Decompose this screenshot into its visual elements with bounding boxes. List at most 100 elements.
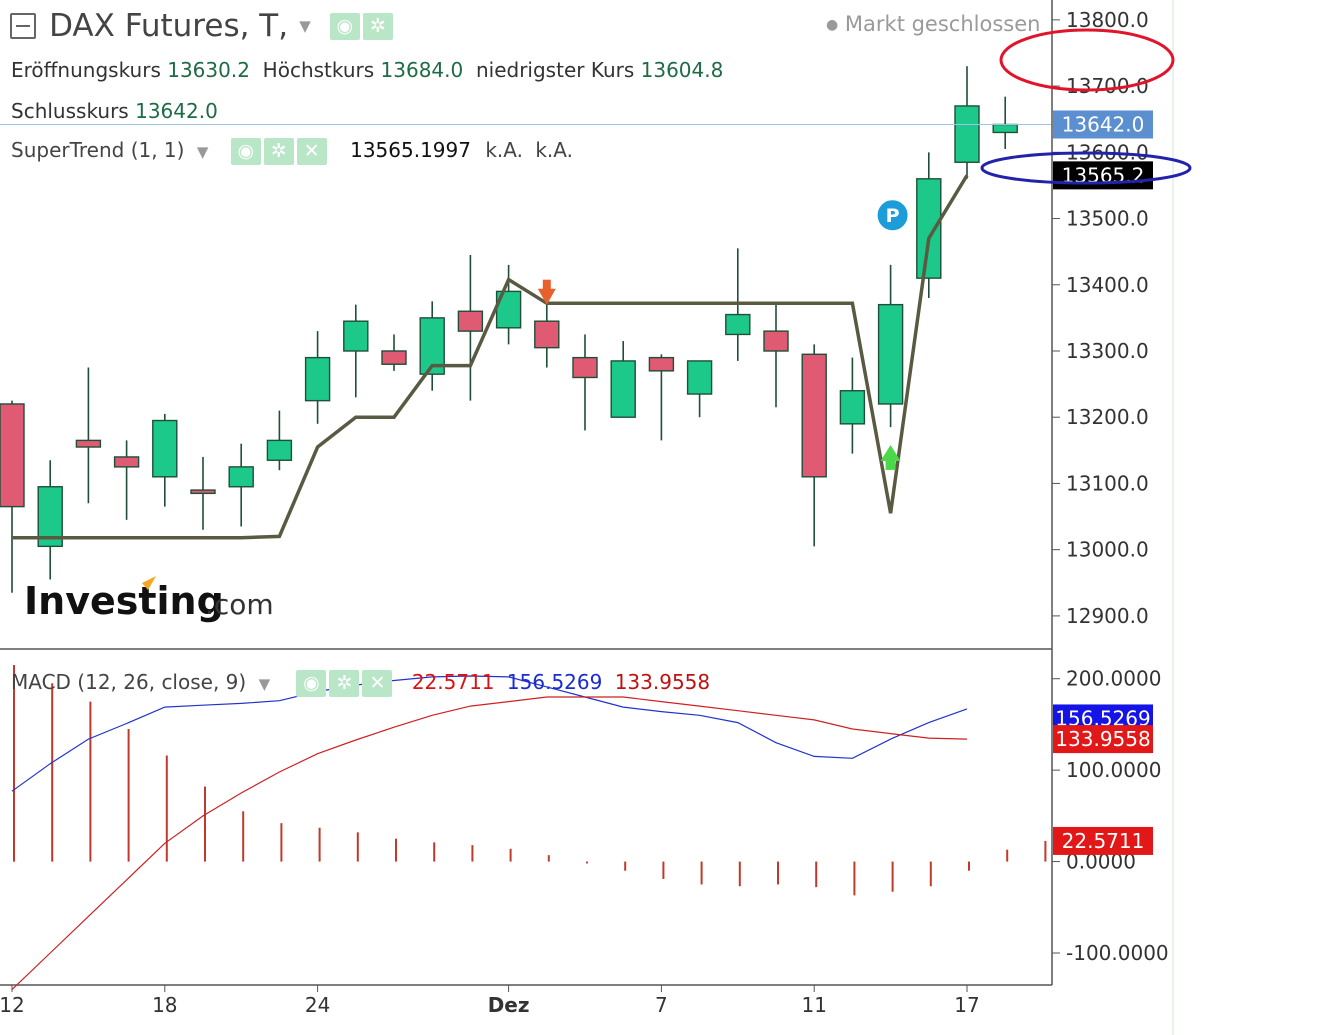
macd-hist-value: 22.5711 xyxy=(411,670,495,694)
time-tick-label: 7 xyxy=(655,993,668,1017)
gear-icon[interactable]: ✲ xyxy=(362,12,393,40)
time-tick-label: 11 xyxy=(801,993,826,1017)
close-price-badge-text: 13642.0 xyxy=(1062,113,1145,137)
close-icon[interactable]: ✕ xyxy=(362,670,393,697)
macd-tick-label: -100.0000 xyxy=(1066,941,1169,965)
time-axis: 12 18 24 Dez 7 11 17 xyxy=(0,985,980,1017)
ohlc-row: Eröffnungskurs 13630.2 Höchstkurs 13684.… xyxy=(11,58,723,82)
status-dot-icon: ● xyxy=(826,17,839,33)
market-status-text: Markt geschlossen xyxy=(844,12,1041,36)
close-row: Schlusskurs 13642.0 xyxy=(11,99,218,123)
signal-line xyxy=(11,696,968,991)
gear-icon[interactable]: ✲ xyxy=(329,670,360,697)
close-price-badge-box xyxy=(1053,110,1153,139)
candle-bear xyxy=(648,356,675,372)
candle-bear xyxy=(801,353,827,478)
annotation-blue-circle xyxy=(980,151,1192,185)
price-axis: 12900.0 13000.0 13100.0 13200.0 13300.0 13400… xyxy=(1052,8,1149,628)
candle-bull xyxy=(266,439,293,461)
supertrend-extra-2: k.A. xyxy=(535,138,573,162)
candles xyxy=(0,66,1018,593)
low-value: 13604.8 xyxy=(640,58,724,82)
time-tick-label: 18 xyxy=(152,993,177,1017)
candle-bull xyxy=(839,390,866,425)
time-tick-label: Dez xyxy=(488,993,530,1017)
signal-badge-box xyxy=(1053,725,1153,754)
price-tick-label: 13200.0 xyxy=(1066,405,1149,429)
pivot-badge-icon xyxy=(875,198,910,233)
price-tick-label: 13800.0 xyxy=(1066,8,1149,32)
candle-bear xyxy=(381,350,407,365)
price-tick-label: 12900.0 xyxy=(1066,604,1149,628)
arrow-up-icon xyxy=(885,460,896,470)
supertrend-line xyxy=(12,174,969,540)
signal-markers: P xyxy=(537,198,910,470)
watermark-suffix: .com xyxy=(205,588,274,621)
candle-bear xyxy=(534,320,560,349)
macd-line-value: 156.5269 xyxy=(506,670,603,694)
pivot-label: P xyxy=(886,205,900,227)
arrow-down-icon xyxy=(537,288,556,305)
candle-bear xyxy=(0,403,25,508)
candle-bull xyxy=(992,123,1018,134)
candle-bear xyxy=(763,330,789,352)
candle-bull xyxy=(916,178,942,279)
candle-bull xyxy=(152,419,178,478)
arrow-up-icon xyxy=(880,444,901,461)
collapse-icon[interactable] xyxy=(10,13,36,39)
watermark-brand: Investing xyxy=(24,579,224,623)
candle-bull xyxy=(228,466,254,488)
high-value: 13684.0 xyxy=(380,58,464,82)
candle-bull xyxy=(304,356,331,402)
eye-icon[interactable]: ◉ xyxy=(329,12,360,40)
annotation-red-circle xyxy=(999,28,1175,92)
supertrend-label: SuperTrend (1, 1) xyxy=(11,138,185,162)
supertrend-extra-1: k.A. xyxy=(485,138,523,162)
price-tick-label: 13300.0 xyxy=(1066,339,1149,363)
supertrend-badge-box xyxy=(1053,161,1153,190)
arrow-down-icon xyxy=(542,279,551,290)
macd-tick-label: 200.0000 xyxy=(1066,667,1161,691)
open-value: 13630.2 xyxy=(167,58,250,82)
candle-bull xyxy=(954,105,980,163)
chevron-down-icon[interactable]: ▼ xyxy=(299,17,311,35)
supertrend-legend: SuperTrend (1, 1) ▼ ◉ ✲ ✕ 13565.1997 k.A. … xyxy=(11,138,573,165)
candle-bull xyxy=(686,360,713,395)
low-label: niedrigster Kurs xyxy=(475,58,635,82)
time-tick-label: 24 xyxy=(305,993,330,1017)
macd-legend: MACD (12, 26, close, 9) ▼ ◉ ✲ ✕ 22.5711 15… xyxy=(11,670,710,697)
open-label: Eröffnungskurs xyxy=(11,58,161,82)
close-value: 13642.0 xyxy=(135,99,218,123)
eye-icon[interactable]: ◉ xyxy=(296,670,327,697)
gear-icon[interactable]: ✲ xyxy=(263,138,294,165)
chevron-down-icon[interactable]: ▼ xyxy=(196,143,209,161)
close-icon[interactable]: ✕ xyxy=(296,138,327,165)
price-tick-label: 13000.0 xyxy=(1066,538,1149,562)
signal-badge-text: 133.9558 xyxy=(1055,727,1150,751)
eye-icon[interactable]: ◉ xyxy=(230,138,261,165)
time-tick-label: 12 xyxy=(0,993,25,1017)
macd-label: MACD (12, 26, close, 9) xyxy=(11,670,247,694)
watermark-flame-icon xyxy=(142,576,156,590)
histogram-badge-text: 22.5711 xyxy=(1062,829,1145,853)
time-tick-label: 17 xyxy=(954,993,979,1017)
price-tick-label: 13100.0 xyxy=(1066,471,1149,495)
symbol-title: DAX Futures, T, xyxy=(49,8,289,44)
macd-histogram xyxy=(13,665,1047,896)
high-label: Höchstkurs xyxy=(262,58,375,82)
macd-signal-value: 133.9558 xyxy=(614,670,711,694)
candle-bear xyxy=(457,310,484,332)
candle-bear xyxy=(113,456,140,468)
price-tick-label: 13500.0 xyxy=(1066,207,1149,231)
close-label: Schlusskurs xyxy=(11,99,129,123)
macd-tick-label: 100.0000 xyxy=(1066,758,1161,782)
candle-bear xyxy=(572,356,598,379)
macd-line xyxy=(11,675,968,792)
price-tick-label: 13400.0 xyxy=(1066,273,1149,297)
symbol-header: DAX Futures, T, ▼ ◉ ✲ xyxy=(10,8,396,48)
chevron-down-icon[interactable]: ▼ xyxy=(258,675,271,693)
supertrend-value: 13565.1997 xyxy=(350,138,471,162)
